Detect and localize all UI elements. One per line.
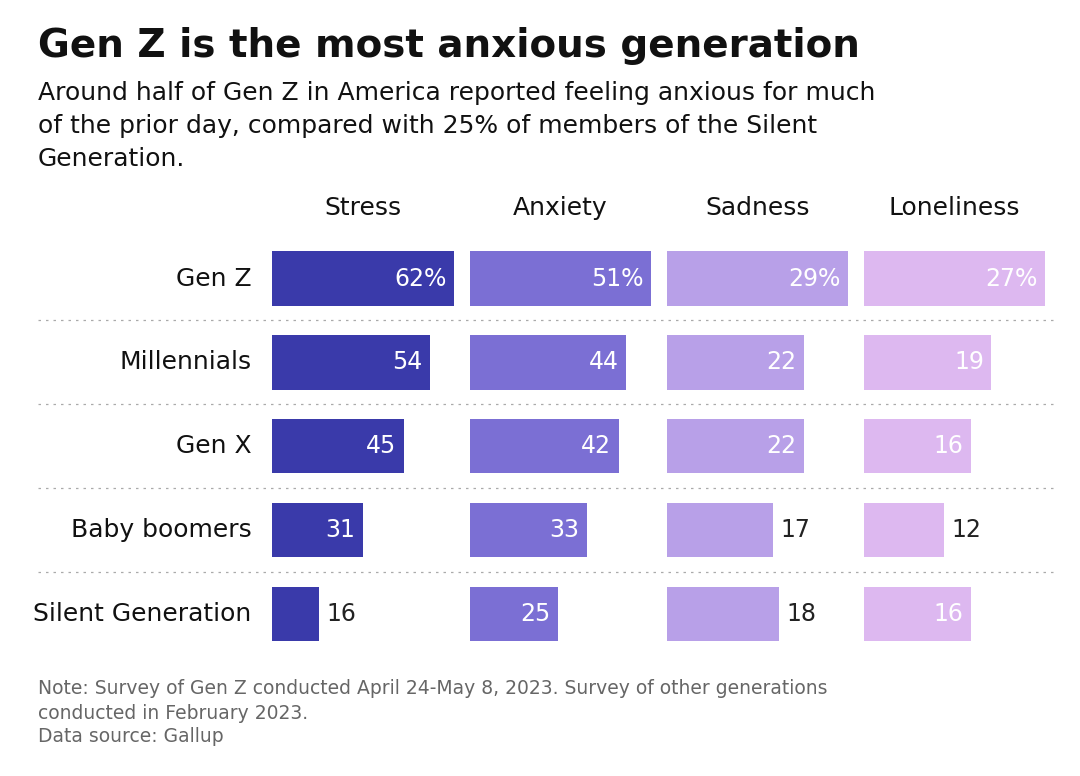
Text: 22: 22: [767, 351, 797, 374]
Text: Note: Survey of Gen Z conducted April 24-May 8, 2023. Survey of other generation: Note: Survey of Gen Z conducted April 24…: [38, 679, 827, 723]
Text: 22: 22: [767, 435, 797, 458]
Text: Gen X: Gen X: [176, 435, 252, 458]
Text: 16: 16: [934, 602, 963, 625]
Text: 51%: 51%: [591, 267, 644, 290]
Text: 18: 18: [787, 602, 816, 625]
Text: 27%: 27%: [985, 267, 1038, 290]
Text: 25: 25: [521, 602, 551, 625]
Text: Gen Z is the most anxious generation: Gen Z is the most anxious generation: [38, 27, 860, 65]
Text: Millennials: Millennials: [120, 351, 252, 374]
Text: 62%: 62%: [394, 267, 446, 290]
Text: 16: 16: [934, 435, 963, 458]
Text: 29%: 29%: [788, 267, 840, 290]
Text: Sadness: Sadness: [705, 196, 810, 220]
Text: Silent Generation: Silent Generation: [33, 602, 252, 625]
Text: Around half of Gen Z in America reported feeling anxious for much
of the prior d: Around half of Gen Z in America reported…: [38, 81, 875, 171]
Text: 31: 31: [326, 518, 355, 542]
Text: Gen Z: Gen Z: [176, 267, 252, 290]
Text: 19: 19: [954, 351, 984, 374]
Text: 44: 44: [589, 351, 619, 374]
Text: 45: 45: [366, 435, 396, 458]
Text: Baby boomers: Baby boomers: [71, 518, 252, 542]
Text: 33: 33: [550, 518, 579, 542]
Text: 17: 17: [781, 518, 810, 542]
Text: 42: 42: [581, 435, 611, 458]
Text: Loneliness: Loneliness: [889, 196, 1021, 220]
Text: 54: 54: [393, 351, 423, 374]
Text: 12: 12: [951, 518, 982, 542]
Text: Anxiety: Anxiety: [513, 196, 608, 220]
Text: 16: 16: [327, 602, 356, 625]
Text: Data source: Gallup: Data source: Gallup: [38, 727, 224, 746]
Text: Stress: Stress: [325, 196, 402, 220]
